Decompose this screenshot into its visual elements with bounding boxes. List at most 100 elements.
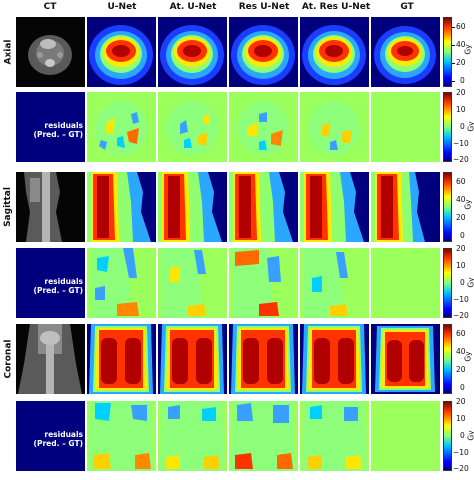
colorbar-dose-sagittal <box>443 172 452 242</box>
colorbar-residual-sagittal-unit: Gy <box>466 277 474 288</box>
colorbar-dose-axial-unit: Gy <box>463 44 473 55</box>
colorbar-dose-axial-tick <box>452 81 455 82</box>
colorbar-residual-sagittal-tick-label: 10 <box>456 261 466 270</box>
colorbar-dose-coronal-unit-text: Gy <box>463 351 473 362</box>
colorbar-dose-axial <box>443 17 452 87</box>
row-header-axial: Axial <box>2 17 14 87</box>
colorbar-dose-sagittal-tick-label: 40 <box>456 195 466 204</box>
row-header-coronal: Coronal <box>2 324 14 394</box>
colorbar-dose-axial-tick <box>452 45 455 46</box>
dose-axial-unet <box>87 17 156 87</box>
col-header-gt: GT <box>400 2 414 12</box>
colorbar-dose-coronal <box>443 324 452 394</box>
colorbar-residual-axial-tick-label: 0 <box>460 122 465 131</box>
residual-label-coronal-line2: (Pred. – GT) <box>33 439 83 448</box>
colorbar-dose-axial-tick-label: 20 <box>456 58 466 67</box>
residual-axial-res-unet <box>229 92 298 162</box>
residual-label-axial: residuals (Pred. – GT) <box>18 121 83 139</box>
colorbar-residual-axial-unit-text: Gy <box>466 121 474 132</box>
residual-sagittal-at-res-unet <box>300 248 369 318</box>
col-header-at-unet: At. U-Net <box>169 2 217 12</box>
colorbar-residual-coronal-unit: Gy <box>466 430 474 441</box>
colorbar-dose-axial-tick-label: 60 <box>456 22 466 31</box>
colorbar-dose-coronal-tick-label: 20 <box>456 365 466 374</box>
residual-sagittal-unet <box>87 248 156 318</box>
colorbar-residual-sagittal-tick-label: 20 <box>456 244 466 253</box>
colorbar-residual-sagittal <box>443 248 452 318</box>
dose-axial-res-unet <box>229 17 298 87</box>
colorbar-residual-axial-tick-label: 20 <box>456 88 466 97</box>
dose-sagittal-at-unet <box>158 172 227 242</box>
colorbar-residual-sagittal-tick-label: −20 <box>453 311 469 320</box>
residual-sagittal-res-unet <box>229 248 298 318</box>
colorbar-dose-axial-unit-text: Gy <box>463 44 473 55</box>
dose-coronal-gt <box>371 324 440 394</box>
dose-sagittal-at-res-unet <box>300 172 369 242</box>
residual-coronal-unet <box>87 401 156 471</box>
row-header-axial-text: Axial <box>3 39 14 65</box>
colorbar-residual-coronal-tick-label: 0 <box>460 431 465 440</box>
colorbar-residual-axial-unit: Gy <box>466 121 474 132</box>
residual-coronal-gt <box>371 401 440 471</box>
colorbar-dose-sagittal-unit-text: Gy <box>463 199 473 210</box>
colorbar-residual-axial-tick-label: 10 <box>456 105 466 114</box>
colorbar-residual-coronal-tick-label: 10 <box>456 414 466 423</box>
residual-axial-at-res-unet <box>300 92 369 162</box>
colorbar-dose-coronal-tick-label: 40 <box>456 347 466 356</box>
residual-sagittal-gt <box>371 248 440 318</box>
residual-coronal-res-unet <box>229 401 298 471</box>
residual-label-coronal-line1: residuals <box>44 430 83 439</box>
colorbar-dose-coronal-tick-label: 0 <box>460 383 465 392</box>
residual-axial-unet <box>87 92 156 162</box>
dose-sagittal-res-unet <box>229 172 298 242</box>
ct-axial <box>16 17 85 87</box>
residual-label-axial-line1: residuals <box>44 121 83 130</box>
colorbar-residual-axial-tick-label: −20 <box>453 155 469 164</box>
colorbar-residual-coronal-tick-label: −20 <box>453 464 469 473</box>
dose-sagittal-unet <box>87 172 156 242</box>
dose-coronal-unet <box>87 324 156 394</box>
colorbar-residual-coronal-tick-label: 20 <box>456 397 466 406</box>
col-header-res-unet: Res U-Net <box>238 2 290 12</box>
ct-coronal <box>16 324 85 394</box>
colorbar-residual-coronal-tick-label: −10 <box>453 448 469 457</box>
col-header-ct: CT <box>43 2 57 12</box>
residual-coronal-at-res-unet <box>300 401 369 471</box>
row-header-sagittal-text: Sagittal <box>3 187 14 227</box>
dose-axial-gt <box>371 17 440 87</box>
colorbar-dose-axial-tick-label: 40 <box>456 40 466 49</box>
colorbar-residual-coronal-unit-text: Gy <box>466 430 474 441</box>
colorbar-dose-axial-tick <box>452 63 455 64</box>
row-header-sagittal: Sagittal <box>2 172 14 242</box>
residual-axial-gt <box>371 92 440 162</box>
dose-sagittal-gt <box>371 172 440 242</box>
ct-sagittal <box>16 172 85 242</box>
colorbar-residual-sagittal-tick-label: −10 <box>453 295 469 304</box>
colorbar-residual-axial <box>443 92 452 162</box>
colorbar-dose-coronal-unit: Gy <box>463 351 473 362</box>
dose-coronal-at-res-unet <box>300 324 369 394</box>
residual-label-coronal: residuals (Pred. – GT) <box>18 430 83 448</box>
residual-label-sagittal-line2: (Pred. – GT) <box>33 286 83 295</box>
residual-label-panel-sagittal <box>16 248 85 318</box>
row-header-coronal-text: Coronal <box>3 339 14 379</box>
residual-sagittal-at-unet <box>158 248 227 318</box>
colorbar-dose-sagittal-tick-label: 60 <box>456 177 466 186</box>
colorbar-dose-axial-tick <box>452 27 455 28</box>
dose-coronal-res-unet <box>229 324 298 394</box>
residual-axial-at-unet <box>158 92 227 162</box>
colorbar-residual-sagittal-unit-text: Gy <box>466 277 474 288</box>
residual-label-panel-coronal <box>16 401 85 471</box>
colorbar-dose-sagittal-tick-label: 0 <box>460 231 465 240</box>
residual-label-panel-axial <box>16 92 85 162</box>
residual-label-axial-line2: (Pred. – GT) <box>33 130 83 139</box>
colorbar-dose-coronal-tick-label: 60 <box>456 329 466 338</box>
dose-axial-at-unet <box>158 17 227 87</box>
col-header-at-res-unet: At. Res U-Net <box>301 2 371 12</box>
colorbar-dose-sagittal-unit: Gy <box>463 199 473 210</box>
dose-axial-at-res-unet <box>300 17 369 87</box>
colorbar-dose-sagittal-tick-label: 20 <box>456 213 466 222</box>
residual-coronal-at-unet <box>158 401 227 471</box>
colorbar-residual-sagittal-tick-label: 0 <box>460 278 465 287</box>
